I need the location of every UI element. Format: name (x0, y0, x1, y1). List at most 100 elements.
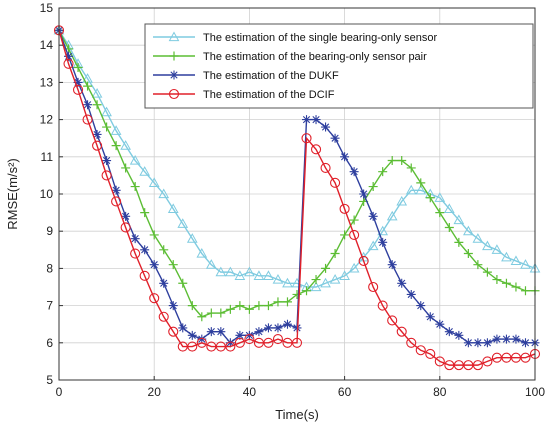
ticks: 0 20 40 60 80 100 5 6 7 8 9 10 11 12 13 14 15 (40, 1, 546, 399)
data-point (434, 192, 446, 202)
data-point (349, 215, 359, 225)
data-point (292, 289, 302, 299)
data-point (321, 122, 331, 132)
data-point (254, 327, 264, 337)
data-point (263, 337, 274, 348)
data-point (329, 274, 341, 284)
data-point (244, 304, 254, 314)
legend-label: The estimation of the DUKF (203, 70, 339, 82)
data-point (310, 281, 322, 292)
data-point (405, 184, 417, 195)
data-point (73, 77, 83, 87)
data-point (111, 196, 122, 207)
data-point (520, 352, 531, 363)
legend-item: The estimation of the bearing-only senso… (153, 51, 427, 63)
data-point (501, 278, 511, 288)
data-point (273, 323, 283, 333)
data-point (225, 338, 235, 348)
data-point (463, 338, 473, 348)
data-point (149, 293, 160, 304)
data-point (435, 208, 445, 218)
legend-label: The estimation of the bearing-only senso… (203, 51, 427, 63)
data-point (511, 334, 521, 344)
data-point (111, 141, 121, 151)
data-point (216, 308, 226, 318)
data-point (311, 115, 321, 125)
data-point (234, 337, 245, 348)
data-point (139, 270, 150, 281)
data-point (359, 189, 369, 199)
data-point (397, 278, 407, 288)
data-point (282, 319, 292, 329)
data-point (320, 162, 331, 174)
data-point (206, 308, 216, 318)
data-point (415, 184, 427, 195)
data-point (282, 277, 293, 288)
data-point (472, 233, 484, 243)
data-point (520, 286, 530, 296)
data-point (491, 244, 503, 254)
data-point (482, 240, 493, 251)
data-point (406, 337, 417, 348)
data-point (339, 203, 350, 214)
data-point (443, 203, 455, 213)
data-point (148, 177, 160, 187)
data-point (272, 334, 284, 345)
x-axis-label: Time(s) (275, 407, 319, 422)
legend: The estimation of the single bearing-onl… (144, 23, 534, 109)
data-point (186, 233, 198, 243)
data-point (367, 240, 379, 251)
data-point (482, 267, 492, 277)
data-point (159, 245, 169, 255)
data-point (378, 167, 388, 177)
series-layer (53, 24, 541, 371)
data-point (187, 330, 197, 340)
data-point (492, 334, 502, 344)
data-point (349, 167, 359, 177)
x-tick-label: 60 (338, 385, 352, 399)
data-point (102, 122, 112, 132)
data-point (215, 266, 227, 277)
series-line (58, 30, 536, 366)
data-point (140, 208, 150, 218)
data-point (435, 319, 445, 329)
data-point (92, 129, 102, 139)
data-point (482, 356, 493, 367)
data-point (168, 326, 179, 337)
data-point (291, 337, 303, 348)
x-tick-label: 20 (148, 385, 162, 399)
data-point (473, 260, 483, 270)
data-point (110, 125, 122, 135)
x-tick-label: 100 (525, 385, 545, 399)
data-point (91, 88, 103, 98)
data-point (177, 218, 189, 228)
data-point (330, 249, 340, 259)
y-tick-label: 9 (46, 224, 53, 238)
data-point (368, 182, 378, 192)
data-point (273, 297, 283, 307)
data-point (178, 323, 188, 333)
data-point (425, 348, 436, 360)
data-point (387, 260, 397, 270)
data-point (482, 338, 492, 348)
data-point (340, 230, 350, 240)
data-point (378, 237, 388, 247)
data-point (330, 133, 340, 143)
data-point (463, 225, 474, 236)
legend-marker (168, 88, 180, 100)
data-point (348, 262, 360, 273)
legend-marker (169, 70, 179, 80)
data-point (111, 185, 121, 195)
legend-item: The estimation of the DCIF (153, 88, 335, 101)
y-tick-label: 11 (41, 150, 54, 164)
data-point (196, 247, 208, 258)
data-point (92, 100, 102, 110)
y-tick-label: 15 (40, 1, 54, 15)
data-point (158, 311, 169, 322)
x-tick-label: 40 (243, 385, 257, 399)
y-tick-label: 6 (46, 336, 53, 350)
data-point (225, 341, 236, 352)
data-point (196, 337, 207, 348)
data-point (216, 327, 226, 337)
data-point (167, 203, 179, 213)
